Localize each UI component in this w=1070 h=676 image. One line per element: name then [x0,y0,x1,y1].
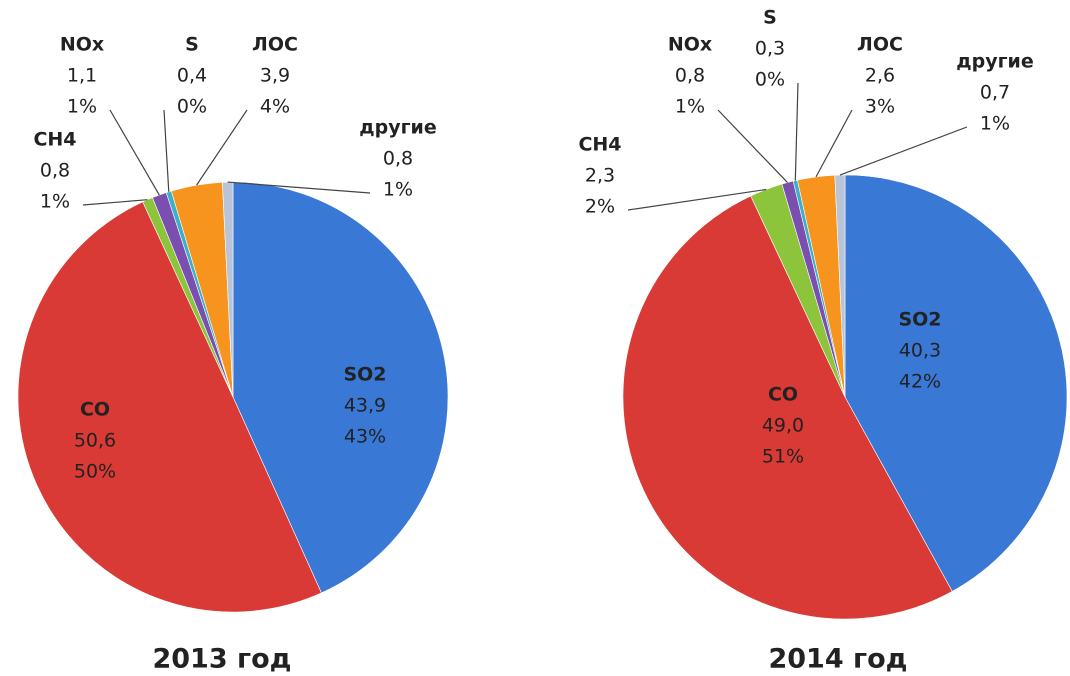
slice-percent: 1% [40,191,70,213]
slice-percent: 2% [585,196,615,218]
slice-name: ЛОС [857,34,903,56]
slice-value: 0,8 [675,65,705,87]
slice-value: 43,9 [344,395,386,417]
slice-percent: 3% [865,96,895,118]
slice-percent: 43% [344,426,386,448]
slice-value: 49,0 [762,415,804,437]
slice-value: 0,8 [40,160,70,182]
pie-slice [844,174,1068,592]
leader-line [839,126,968,176]
slice-name: NOx [60,34,104,56]
slice-name: CO [80,399,110,421]
leader-line [227,181,371,194]
slice-percent: 0% [177,96,207,118]
chart-title: 2013 год [152,644,291,675]
slice-value: 3,9 [260,65,290,87]
pie-slice [17,201,322,613]
leader-line [163,109,170,192]
pie-slice [232,181,449,594]
pie-slice [622,195,953,620]
slice-percent: 51% [762,446,804,468]
chart-title: 2014 год [768,644,907,675]
leader-line [627,188,767,211]
slice-value: 40,3 [899,340,941,362]
slice-name: другие [956,51,1033,73]
slice-name: NOx [668,34,712,56]
slice-name: другие [359,117,436,139]
leader-line [109,109,160,196]
slice-name: SO2 [343,364,386,386]
slice-percent: 1% [980,113,1010,135]
slice-name: S [185,34,199,56]
slice-percent: 4% [260,96,290,118]
slice-value: 0,3 [755,38,785,60]
leader-line [196,109,248,186]
slice-name: CH4 [578,134,621,156]
leader-line [815,109,853,178]
slice-value: 1,1 [67,65,97,87]
slice-value: 2,6 [865,65,895,87]
slice-value: 50,6 [74,430,116,452]
leader-line [717,109,788,183]
slice-percent: 50% [74,461,116,483]
slice-name: ЛОС [252,34,298,56]
slice-percent: 0% [755,69,785,91]
leader-line [794,82,799,181]
slice-value: 0,4 [177,65,207,87]
slice-name: S [763,7,777,29]
leader-line [82,199,148,206]
slice-percent: 1% [675,96,705,118]
slice-value: 0,8 [383,148,413,170]
slice-value: 0,7 [980,82,1010,104]
slice-percent: 1% [383,179,413,201]
slice-percent: 42% [899,371,941,393]
slice-value: 2,3 [585,165,615,187]
slice-name: SO2 [898,309,941,331]
slice-name: CH4 [33,129,76,151]
slice-name: CO [768,384,798,406]
slice-percent: 1% [67,96,97,118]
